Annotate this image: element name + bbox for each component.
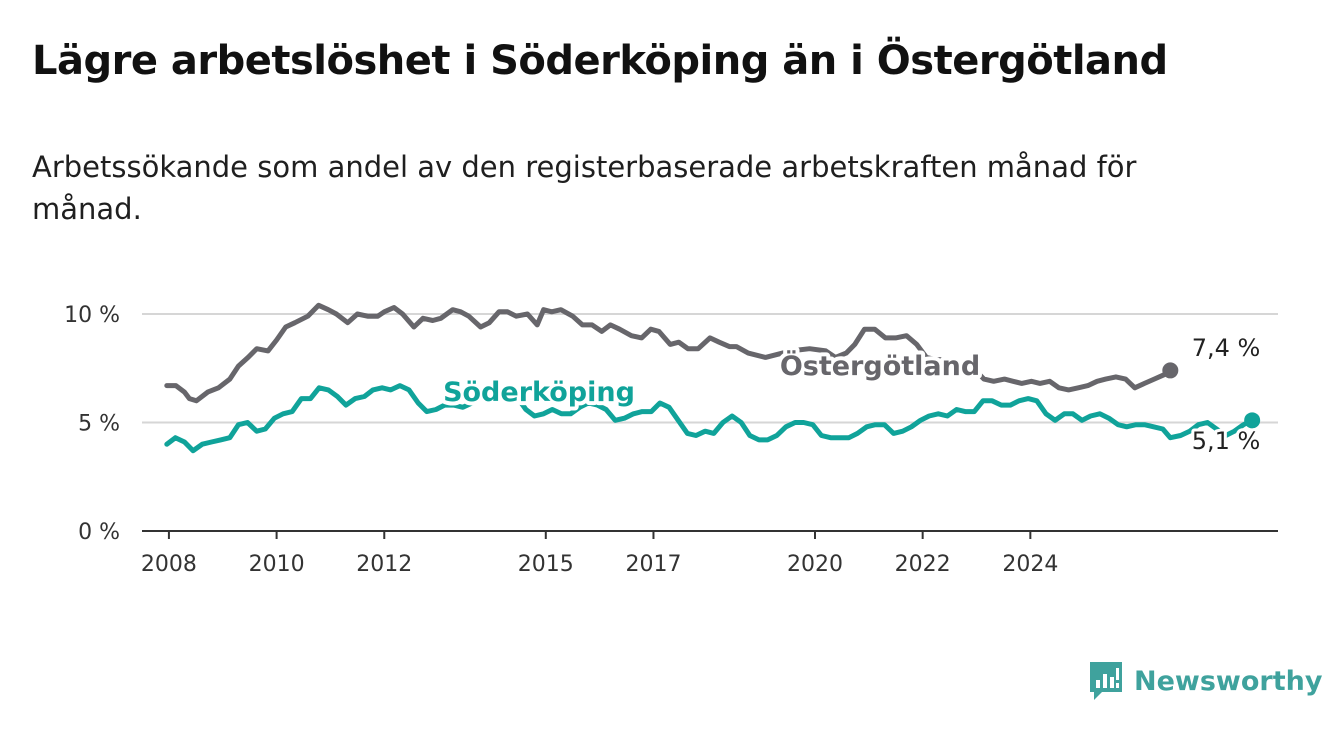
x-tick-label: 2017 — [625, 552, 681, 577]
series-lines — [164, 302, 1261, 454]
series-name-label: Östergötland — [780, 349, 980, 382]
y-tick-label: 10 % — [64, 303, 120, 328]
newsworthy-logo-icon — [1090, 662, 1122, 700]
x-tick-label: 2015 — [518, 552, 574, 577]
x-tick-label: 2012 — [356, 552, 412, 577]
y-tick-label: 5 % — [78, 412, 120, 437]
chart-title: Lägre arbetslöshet i Söderköping än i Ös… — [32, 38, 1168, 84]
gridlines — [142, 313, 1278, 424]
chart-subtitle: Arbetssökande som andel av den registerb… — [32, 150, 1137, 226]
axes: 0 % 5 % 10 % 2008 2010 2012 2015 2017 2020 2022 20… — [64, 303, 1278, 577]
y-tick-label: 0 % — [78, 520, 120, 545]
x-tick-label: 2024 — [1002, 552, 1058, 577]
series-end-marker — [1244, 412, 1261, 429]
series-line-ostergotland — [164, 302, 1173, 404]
series-end-value-label: 7,4 % — [1192, 334, 1261, 362]
x-tick-label: 2010 — [249, 552, 305, 577]
series-end-value-label: 5,1 % — [1192, 427, 1261, 455]
brand: Newsworthy — [1088, 660, 1322, 702]
brand-name: Newsworthy — [1134, 665, 1323, 697]
series-labels: Östergötland Söderköping 7,4 % 5,1 % — [439, 331, 1263, 458]
x-tick-label: 2008 — [141, 552, 197, 577]
series-end-marker — [1162, 362, 1179, 379]
series-line-soderkoping — [164, 383, 1255, 454]
series-name-label: Söderköping — [443, 377, 635, 408]
x-tick-label: 2022 — [895, 552, 951, 577]
x-tick-label: 2020 — [787, 552, 843, 577]
